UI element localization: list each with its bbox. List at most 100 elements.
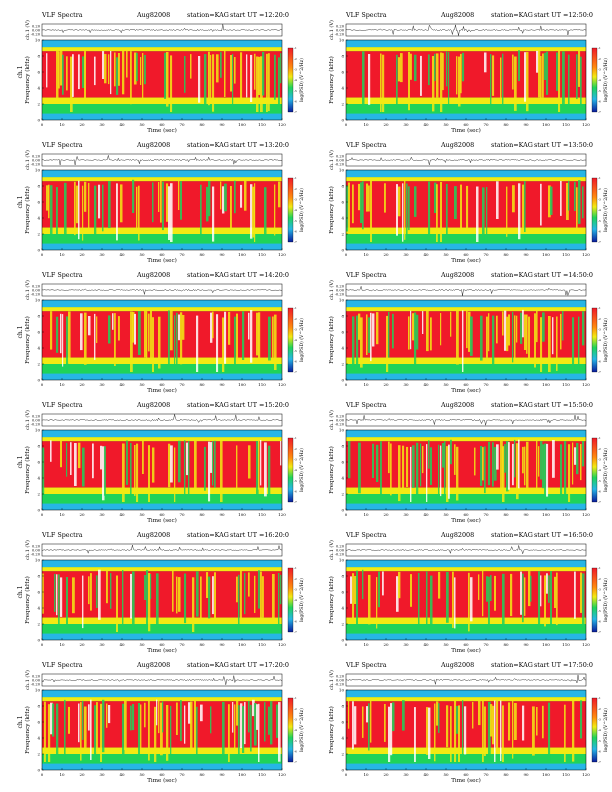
freq-tick-label: 0 [341, 507, 344, 512]
time-tick-label: 110 [562, 122, 570, 127]
time-tick-label: 100 [542, 512, 550, 517]
freq-tick-label: 6 [341, 719, 344, 724]
spectrum-panel: VLF Spectra Aug82008 station=KAG start UT =… [308, 270, 609, 400]
freq-tick-label: 10 [339, 687, 345, 692]
freq-tick-label: 10 [35, 167, 41, 172]
colorbar-label: log(PSD) (V^2/Hz) [602, 188, 609, 232]
time-tick-label: 0 [41, 122, 44, 127]
freq-tick-label: 6 [341, 199, 344, 204]
ch-side-label: ch.1 [17, 716, 24, 729]
colorbar-tick-label: -6 [294, 750, 297, 754]
time-tick-label: 70 [179, 512, 185, 517]
ch-tick-label: 0.20 [32, 545, 41, 549]
time-tick-label: 40 [423, 512, 429, 517]
time-tick-label: 20 [383, 772, 389, 777]
time-tick-label: 80 [199, 772, 205, 777]
colorbar-tick-label: -2 [294, 447, 297, 451]
freq-axis-label: Frequency (kHz) [24, 316, 31, 364]
freq-tick-label: 8 [37, 183, 40, 188]
time-tick-label: 70 [483, 252, 489, 257]
time-tick-label: 40 [423, 772, 429, 777]
ch-tick-label: 0.00 [336, 679, 345, 683]
freq-axis-label: Frequency (kHz) [328, 446, 335, 494]
ch1-waveform-plot: 0.200.00-0.20 [335, 283, 587, 297]
freq-tick-label: 0 [37, 117, 40, 122]
panel-date: Aug82008 [441, 661, 475, 669]
ch-tick-label: 0.20 [32, 415, 41, 419]
time-tick-label: 80 [503, 382, 509, 387]
colorbar-label: log(PSD) (V^2/Hz) [298, 318, 305, 362]
time-tick-label: 20 [79, 122, 85, 127]
colorbar-label: log(PSD) (V^2/Hz) [602, 58, 609, 102]
colorbar-tick-label: -4 [294, 208, 297, 212]
panel-station: station=KAG [187, 531, 229, 539]
spectrum-panel: VLF Spectra Aug82008 station=KAG start UT =… [308, 10, 609, 140]
time-tick-label: 100 [238, 642, 246, 647]
time-tick-label: 30 [99, 252, 105, 257]
colorbar-tick-label: -2 [598, 447, 601, 451]
colorbar-tick-label: -6 [598, 230, 601, 234]
ch-tick-label: 0.20 [32, 155, 41, 159]
time-tick-label: 80 [503, 512, 509, 517]
time-tick-label: 40 [119, 642, 125, 647]
ch-axis-label: ch.1 (V) [328, 670, 335, 690]
freq-tick-label: 4 [341, 345, 344, 350]
spectrum-panel: VLF Spectra Aug82008 station=KAG start UT =… [308, 660, 609, 790]
colorbar-tick-label: -7 [598, 370, 601, 374]
ch1-waveform-plot: 0.200.00-0.20 [335, 543, 587, 557]
colorbar: -1 -2 -3 -4 -5 -6 -7 log(PSD) (V^2/Hz) [287, 176, 305, 244]
time-tick-label: 100 [542, 382, 550, 387]
ch1-trace [345, 156, 587, 165]
colorbar-tick-label: -7 [598, 110, 601, 114]
colorbar-tick-label: -1 [294, 46, 297, 50]
time-axis-label: Time (sec) [147, 257, 177, 264]
colorbar-tick-label: -7 [294, 110, 297, 114]
time-tick-label: 20 [383, 382, 389, 387]
panel-date: Aug82008 [137, 271, 171, 279]
freq-axis-label: Frequency (kHz) [328, 576, 335, 624]
time-tick-label: 120 [582, 252, 590, 257]
freq-tick-label: 0 [37, 247, 40, 252]
panel-station: station=KAG [491, 401, 533, 409]
colorbar-tick-label: -3 [598, 588, 601, 592]
time-axis-label: Time (sec) [451, 647, 481, 654]
colorbar-tick-label: -3 [598, 328, 601, 332]
time-tick-label: 0 [41, 772, 44, 777]
time-tick-label: 110 [258, 512, 266, 517]
colorbar-tick-label: -6 [598, 620, 601, 624]
ch-axis-label: ch.1 (V) [24, 540, 31, 560]
time-tick-label: 70 [483, 382, 489, 387]
ch1-trace [346, 24, 587, 36]
freq-tick-label: 8 [37, 53, 40, 58]
freq-tick-label: 10 [339, 557, 345, 562]
panel-title: VLF Spectra [42, 141, 83, 149]
colorbar-tick-label: -7 [294, 240, 297, 244]
colorbar-tick-label: -1 [294, 696, 297, 700]
time-tick-label: 120 [278, 512, 286, 517]
colorbar-tick-label: -1 [294, 176, 297, 180]
colorbar-tick-label: -6 [598, 490, 601, 494]
time-tick-label: 10 [59, 382, 65, 387]
freq-tick-label: 8 [37, 443, 40, 448]
freq-tick-label: 10 [339, 427, 345, 432]
colorbar-tick-label: -3 [294, 68, 297, 72]
time-axis-label: Time (sec) [147, 127, 177, 134]
time-tick-label: 50 [443, 772, 449, 777]
time-tick-label: 10 [363, 252, 369, 257]
colorbar-tick-label: -7 [598, 760, 601, 764]
freq-tick-label: 8 [341, 443, 344, 448]
ch-tick-label: -0.20 [31, 163, 41, 167]
colorbar-tick-label: -1 [294, 436, 297, 440]
freq-tick-label: 4 [37, 735, 40, 740]
freq-tick-label: 6 [37, 329, 40, 334]
colorbar-tick-label: -5 [598, 89, 601, 93]
colorbar-tick-label: -5 [294, 479, 297, 483]
freq-tick-label: 0 [37, 377, 40, 382]
time-tick-label: 40 [119, 382, 125, 387]
colorbar: -1 -2 -3 -4 -5 -6 -7 log(PSD) (V^2/Hz) [287, 696, 305, 764]
ch-tick-label: 0.00 [32, 289, 41, 293]
time-tick-label: 40 [423, 122, 429, 127]
time-tick-label: 90 [523, 252, 529, 257]
